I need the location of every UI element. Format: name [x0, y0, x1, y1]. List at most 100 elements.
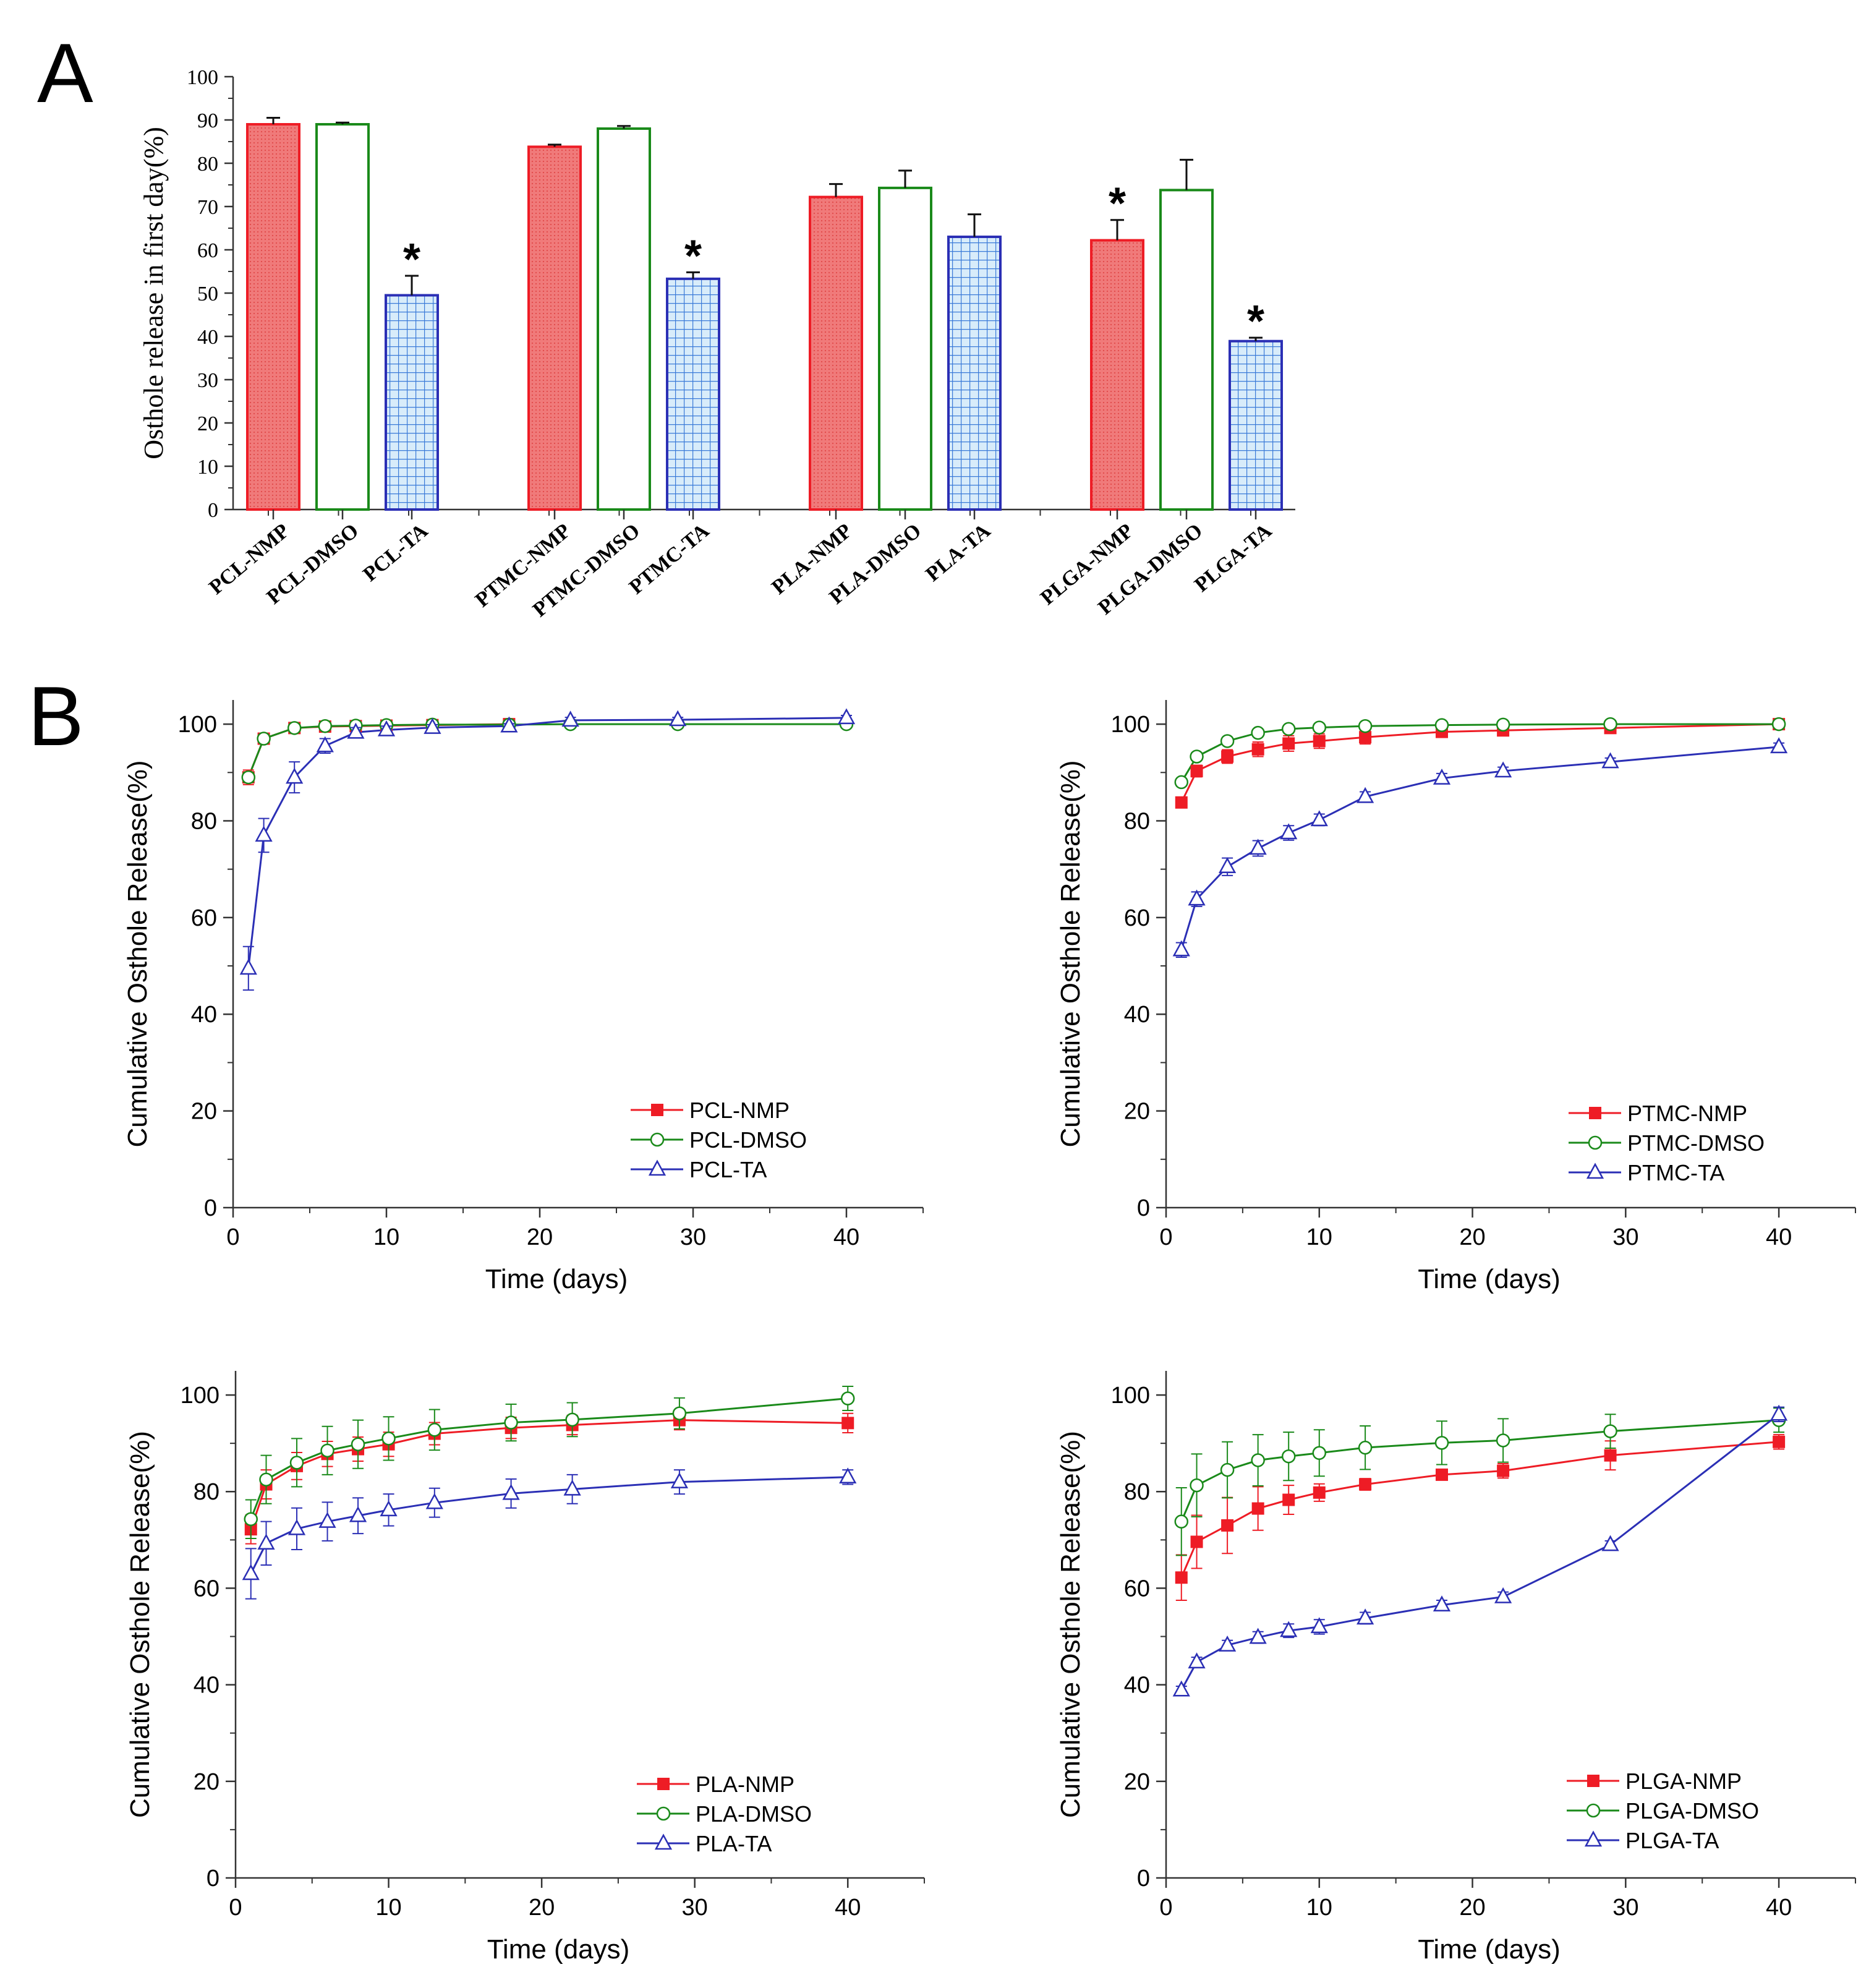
line-chart-pla: 0 10 20 30 40 0 20 40 60 80 100 Time (days) Cumulati…	[125, 1371, 925, 1965]
marker-circle	[1281, 1449, 1296, 1464]
series-line	[250, 1419, 848, 1530]
marker-square	[657, 1778, 670, 1790]
legend-label: PLA-DMSO	[696, 1801, 812, 1827]
legend-label: PLA-TA	[696, 1831, 772, 1856]
marker-triangle	[561, 710, 579, 727]
x-tick-label: 20	[1459, 1895, 1485, 1921]
bar-y-axis-label: Osthole release in first day(%)	[138, 127, 169, 459]
series-line	[250, 1476, 848, 1574]
y-tick-label: 40	[1124, 1002, 1150, 1028]
y-axis-label: Cumulative Osthole Release(%)	[1055, 1431, 1086, 1818]
marker-circle	[1251, 725, 1265, 740]
x-tick-label: 0	[1159, 1224, 1172, 1250]
marker-triangle	[1219, 857, 1237, 874]
bar	[1090, 239, 1144, 511]
series-line	[1180, 1414, 1780, 1691]
x-tick-label: 20	[529, 1895, 555, 1921]
y-tick-label: 80	[191, 808, 217, 834]
bar	[385, 294, 439, 511]
bar	[1229, 339, 1283, 511]
marker-triangle	[257, 1534, 275, 1550]
legend-label: PLGA-NMP	[1625, 1768, 1742, 1794]
marker-circle	[504, 1415, 518, 1430]
marker-triangle	[286, 767, 304, 784]
y-tick-label: 0	[204, 1195, 217, 1221]
series-line	[1180, 723, 1779, 803]
bar-y-tick-label: 20	[197, 412, 218, 435]
bar-y-tick-label: 60	[197, 239, 218, 262]
marker-circle	[1220, 1462, 1235, 1477]
marker-triangle	[648, 1159, 667, 1176]
marker-circle	[257, 732, 271, 746]
marker-triangle	[1584, 1830, 1603, 1847]
marker-circle	[1190, 749, 1204, 764]
marker-square	[1175, 1571, 1188, 1584]
marker-triangle	[1280, 1621, 1298, 1637]
marker-triangle	[1586, 1163, 1604, 1179]
marker-square	[841, 1417, 854, 1430]
marker-circle	[1358, 719, 1373, 733]
x-tick-label: 10	[373, 1224, 399, 1250]
x-tick-label: 20	[527, 1224, 553, 1250]
marker-circle	[1603, 1424, 1617, 1438]
x-tick-label: 20	[1459, 1224, 1485, 1250]
x-axis-label: Time (days)	[485, 1264, 628, 1294]
marker-circle	[1251, 1453, 1265, 1467]
marker-triangle	[1249, 838, 1267, 855]
series-line	[1180, 1419, 1779, 1522]
marker-square	[1251, 743, 1264, 756]
marker-triangle	[1219, 1635, 1237, 1652]
bar-category-label: PLA-TA	[921, 519, 995, 586]
marker-triangle	[1433, 769, 1451, 785]
bar	[527, 145, 582, 511]
bar	[947, 236, 1002, 511]
marker-triangle	[1494, 761, 1512, 778]
marker-triangle	[839, 1467, 857, 1484]
line-chart-ptmc: 0 10 20 30 40 0 20 40 60 80 100 Time (days) Cumulati…	[1055, 700, 1856, 1294]
marker-triangle	[380, 1500, 398, 1517]
x-tick-label: 0	[226, 1224, 239, 1250]
y-tick-label: 60	[191, 905, 217, 931]
marker-square	[1175, 796, 1188, 809]
marker-triangle	[377, 720, 396, 736]
marker-triangle	[1357, 1608, 1374, 1625]
y-tick-label: 80	[194, 1479, 219, 1505]
bar-y-tick-label: 100	[187, 66, 218, 89]
y-tick-label: 100	[1111, 712, 1150, 738]
marker-triangle	[1601, 1535, 1619, 1551]
bar-category-label: PCL-TA	[359, 519, 432, 586]
marker-circle	[241, 770, 256, 785]
marker-square	[1190, 764, 1203, 777]
y-tick-label: 40	[194, 1673, 219, 1699]
legend-label: PTMC-NMP	[1627, 1101, 1747, 1126]
x-tick-label: 40	[1766, 1895, 1792, 1921]
series-line	[247, 717, 847, 969]
marker-triangle	[1770, 737, 1788, 754]
x-axis-label: Time (days)	[487, 1934, 630, 1965]
legend-label: PLGA-DMSO	[1625, 1798, 1759, 1824]
marker-triangle	[318, 1512, 336, 1528]
y-axis-label: Cumulative Osthole Release(%)	[125, 1431, 155, 1818]
marker-circle	[565, 1412, 579, 1427]
marker-circle	[1586, 1803, 1601, 1818]
y-tick-label: 20	[1124, 1769, 1150, 1795]
marker-circle	[1771, 717, 1786, 732]
y-tick-label: 60	[1124, 905, 1150, 931]
marker-circle	[1603, 717, 1617, 732]
y-axis-label: Cumulative Osthole Release(%)	[1055, 760, 1086, 1147]
marker-square	[1282, 737, 1295, 750]
marker-triangle	[255, 825, 273, 842]
marker-circle	[1174, 1514, 1189, 1529]
marker-circle	[381, 1431, 396, 1446]
marker-square	[1436, 1468, 1448, 1481]
y-tick-label: 0	[1137, 1195, 1150, 1221]
legend-label: PCL-TA	[689, 1157, 767, 1182]
marker-square	[651, 1104, 663, 1116]
marker-triangle	[837, 708, 856, 725]
bar-y-tick-label: 90	[197, 109, 218, 132]
legend-label: PLA-NMP	[696, 1772, 794, 1797]
marker-triangle	[1601, 752, 1619, 769]
legend-label: PTMC-DMSO	[1627, 1130, 1765, 1156]
bar-category-label: PLGA-TA	[1190, 519, 1276, 597]
